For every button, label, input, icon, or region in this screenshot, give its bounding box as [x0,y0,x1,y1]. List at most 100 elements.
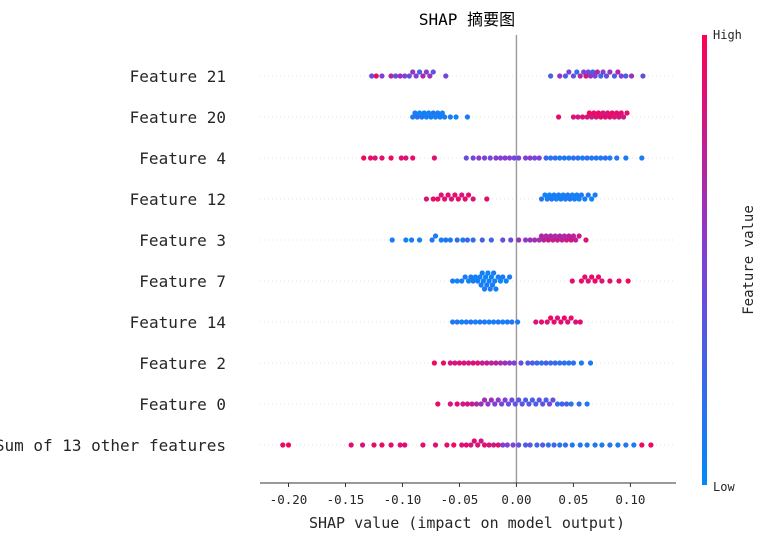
shap-point [592,442,598,448]
shap-point [563,237,570,243]
shap-point [565,192,571,198]
shap-point [439,110,445,116]
shap-point [379,155,385,161]
shap-point [495,274,501,280]
shap-point [397,442,403,448]
shap-point [585,278,591,284]
shap-point [484,360,490,366]
shap-point [538,233,545,239]
shap-point [584,401,590,407]
feature-label: Feature 4 [139,149,226,168]
shap-point [491,319,497,325]
shap-point [468,442,474,448]
shap-point [519,401,525,407]
chart-title: SHAP 摘要图 [419,10,515,29]
shap-point [431,360,437,366]
shap-point [443,237,449,243]
shap-point [628,73,635,79]
shap-point [570,233,577,239]
shap-point [569,278,575,284]
shap-point [432,442,439,448]
colorbar-low-label: Low [713,480,735,494]
shap-point [493,155,499,161]
shap-point [510,442,516,448]
shap-point [576,233,582,239]
shap-point [589,196,595,202]
shap-point [472,319,479,325]
shap-point [546,192,553,198]
shap-point [465,360,472,366]
shap-point [545,442,551,448]
shap-point [569,192,575,198]
shap-point [587,73,594,79]
shap-point [526,401,532,407]
shap-point [403,237,409,243]
shap-point [576,401,582,407]
shap-point [554,401,561,407]
shap-point [527,442,533,448]
shap-point [522,442,529,448]
shap-point [575,155,581,161]
shap-point [536,155,542,161]
shap-point [393,73,399,79]
shap-point [438,237,444,243]
shap-point [465,278,472,284]
shap-point [442,196,448,202]
x-tick-label: 0.00 [501,492,531,507]
shap-point [522,397,529,403]
shap-point [554,315,561,321]
shap-point [550,237,556,243]
shap-point [582,274,588,280]
shap-point [369,73,375,79]
shap-point [504,319,510,325]
feature-label: Feature 14 [130,313,226,332]
shap-point [416,237,423,243]
shap-point [361,155,367,161]
shap-point [486,319,492,325]
shap-point [540,401,546,407]
shap-point [584,155,590,161]
x-tick-label: 0.10 [615,492,645,507]
shap-point [448,196,455,202]
shap-point [558,319,564,325]
shap-point [435,110,441,116]
shap-point [489,282,496,288]
shap-point [516,237,522,243]
shap-point [491,442,497,448]
shap-point [592,192,598,198]
shap-point [543,360,549,366]
shap-point [447,360,453,366]
shap-point [450,278,456,284]
shap-point [479,237,485,243]
x-axis-ticks: -0.20 -0.15 -0.10 -0.05 0.00 0.05 0.10 [270,483,645,507]
shap-point [484,282,490,288]
x-tick-label: 0.05 [558,492,588,507]
shap-point [460,237,466,243]
shap-point [623,73,629,79]
shap-point [639,155,645,161]
shap-point [502,155,508,161]
shap-point [529,360,535,366]
shap-point [408,237,415,243]
shap-point [507,155,513,161]
shap-point [516,155,522,161]
shap-point [463,319,469,325]
shap-point [478,438,484,444]
colorbar-label: Feature value [741,205,757,315]
shap-point [481,319,488,325]
shap-point [480,278,486,284]
shap-point [447,401,453,407]
shap-point [568,237,574,243]
shap-point [543,233,549,239]
shap-point [459,278,465,284]
shap-point [475,278,481,284]
shap-point [566,360,572,366]
shap-point [423,69,429,75]
shap-point [562,73,569,79]
shap-point [533,319,539,325]
shap-point [371,442,377,448]
shap-point [465,192,472,198]
shap-point [589,114,595,120]
shap-point [461,360,467,366]
shap-point [551,319,557,325]
